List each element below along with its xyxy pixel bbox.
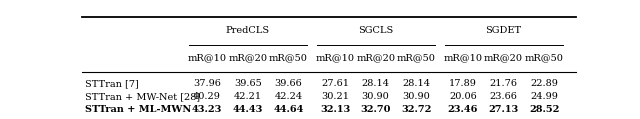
Text: 44.64: 44.64 (273, 105, 303, 114)
Text: mR@10: mR@10 (444, 54, 483, 63)
Text: 27.13: 27.13 (488, 105, 518, 114)
Text: mR@50: mR@50 (525, 54, 564, 63)
Text: mR@50: mR@50 (397, 54, 436, 63)
Text: 21.76: 21.76 (490, 79, 518, 88)
Text: mR@50: mR@50 (269, 54, 308, 63)
Text: 28.14: 28.14 (403, 79, 430, 88)
Text: 17.89: 17.89 (449, 79, 477, 88)
Text: 28.52: 28.52 (529, 105, 559, 114)
Text: 39.65: 39.65 (234, 79, 262, 88)
Text: 39.66: 39.66 (275, 79, 302, 88)
Text: 42.24: 42.24 (275, 92, 302, 101)
Text: 30.90: 30.90 (403, 92, 430, 101)
Text: 37.96: 37.96 (193, 79, 221, 88)
Text: 28.14: 28.14 (362, 79, 390, 88)
Text: STTran + ML-MWN: STTran + ML-MWN (85, 105, 191, 114)
Text: SGDET: SGDET (486, 26, 522, 35)
Text: 40.29: 40.29 (193, 92, 221, 101)
Text: 32.70: 32.70 (360, 105, 391, 114)
Text: STTran + MW-Net [28]: STTran + MW-Net [28] (85, 92, 200, 101)
Text: 23.66: 23.66 (490, 92, 518, 101)
Text: SGCLS: SGCLS (358, 26, 393, 35)
Text: 44.43: 44.43 (232, 105, 263, 114)
Text: 24.99: 24.99 (531, 92, 558, 101)
Text: 43.23: 43.23 (192, 105, 222, 114)
Text: 27.61: 27.61 (321, 79, 349, 88)
Text: 42.21: 42.21 (234, 92, 262, 101)
Text: mR@10: mR@10 (188, 54, 227, 63)
Text: 30.90: 30.90 (362, 92, 390, 101)
Text: 30.21: 30.21 (321, 92, 349, 101)
Text: mR@10: mR@10 (316, 54, 355, 63)
Text: mR@20: mR@20 (228, 54, 267, 63)
Text: 20.06: 20.06 (449, 92, 477, 101)
Text: 32.72: 32.72 (401, 105, 431, 114)
Text: 23.46: 23.46 (448, 105, 478, 114)
Text: STTran [7]: STTran [7] (85, 79, 139, 88)
Text: PredCLS: PredCLS (225, 26, 269, 35)
Text: 22.89: 22.89 (531, 79, 558, 88)
Text: 32.13: 32.13 (320, 105, 350, 114)
Text: mR@20: mR@20 (484, 54, 523, 63)
Text: mR@20: mR@20 (356, 54, 395, 63)
